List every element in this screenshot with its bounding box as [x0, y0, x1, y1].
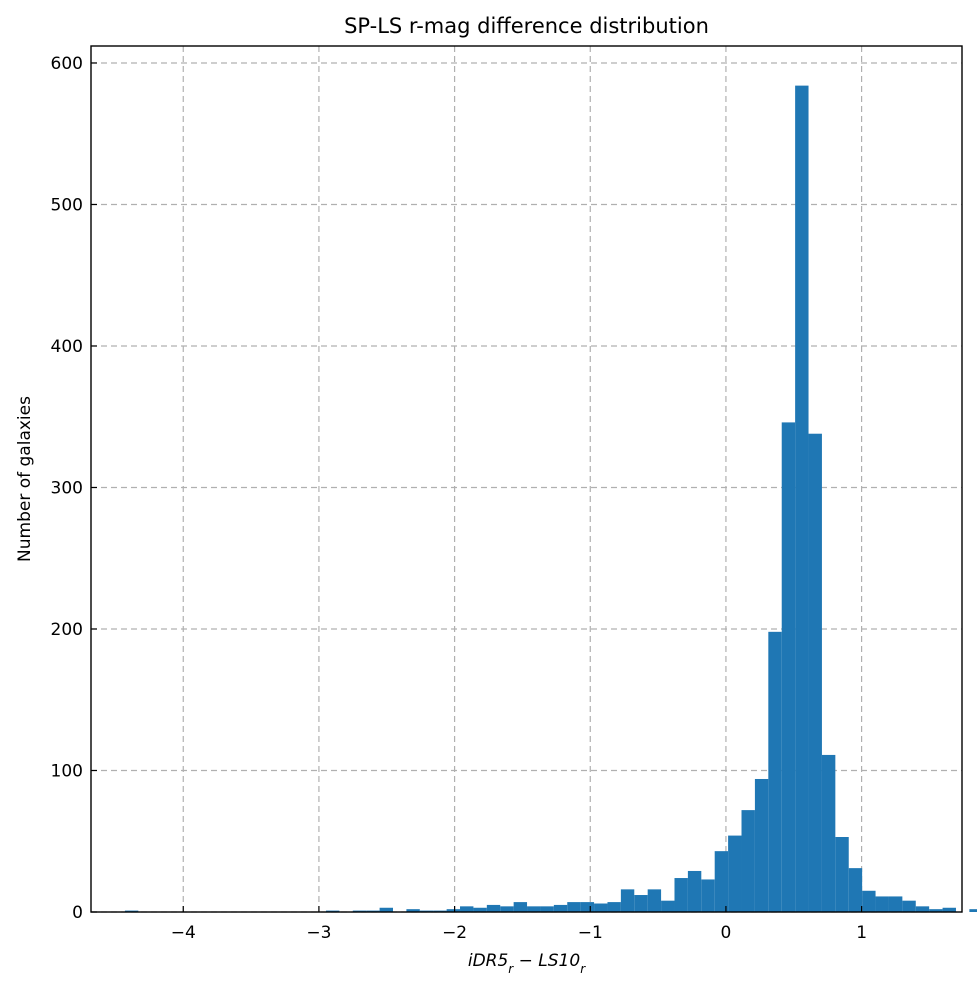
y-tick-label: 400 [51, 337, 83, 357]
histogram-bar [460, 906, 474, 912]
histogram-bar [580, 902, 595, 912]
histogram-bar [902, 900, 916, 912]
histogram-bar [701, 879, 715, 912]
histogram-bar [486, 904, 501, 912]
histogram-bar [124, 910, 139, 912]
histogram-bar [594, 903, 608, 912]
histogram-bar [366, 910, 380, 912]
y-tick-label: 200 [51, 620, 83, 640]
histogram-bar [473, 907, 487, 912]
histogram-bar [888, 896, 903, 912]
histogram-bar [862, 890, 876, 912]
histogram-bar [325, 910, 340, 912]
histogram-bar [687, 870, 702, 912]
histogram-bar [379, 907, 394, 912]
x-axis: −4 −3 −2 −1 0 1 [171, 906, 867, 943]
bars [124, 85, 977, 913]
histogram-bar [433, 910, 447, 912]
histogram-bar [821, 754, 836, 912]
histogram-bar [942, 907, 956, 912]
histogram-bar [728, 835, 742, 912]
chart-title: SP-LS r-mag difference distribution [344, 14, 709, 38]
x-tick-label: −2 [442, 923, 467, 943]
histogram-bar [795, 85, 809, 913]
histogram-bar [741, 810, 755, 912]
y-tick-label: 600 [51, 54, 83, 74]
x-tick-label: 0 [721, 923, 732, 943]
histogram-bar [848, 868, 863, 912]
histogram-bar [969, 909, 977, 912]
y-axis-label: Number of galaxies [15, 396, 35, 562]
histogram-bar [915, 906, 930, 912]
histogram-bar [540, 906, 554, 912]
histogram-bar [446, 909, 461, 912]
histogram-bar [634, 895, 648, 912]
histogram-bar [553, 904, 568, 912]
x-tick-label: −1 [578, 923, 603, 943]
histogram-bar [929, 909, 943, 912]
histogram-bar [419, 910, 434, 912]
y-tick-label: 300 [51, 478, 83, 498]
histogram-bar [875, 896, 889, 912]
histogram-bar [620, 889, 635, 912]
plot-frame [90, 45, 963, 913]
histogram-bar [661, 900, 675, 912]
histogram-bar [714, 851, 729, 912]
y-axis: 0 100 200 300 400 500 600 [51, 54, 97, 923]
histogram-bar [406, 909, 420, 912]
y-tick-label: 100 [51, 761, 83, 781]
x-tick-label: −3 [306, 923, 331, 943]
histogram-bar [781, 422, 796, 912]
histogram-bar [513, 902, 528, 912]
histogram-bar [768, 631, 782, 912]
histogram-bar [808, 433, 822, 912]
histogram-bar [527, 906, 541, 912]
histogram-bar [352, 910, 367, 912]
histogram-bar [567, 902, 581, 912]
x-tick-label: −4 [171, 923, 196, 943]
x-tick-label: 1 [856, 923, 867, 943]
histogram-bar [647, 889, 662, 912]
histogram-bar [607, 902, 621, 912]
histogram-bar [835, 837, 849, 912]
x-axis-label: iDR5r − LS10r [468, 951, 586, 976]
histogram-bar [754, 778, 769, 912]
histogram-bar [500, 906, 514, 912]
y-tick-label: 0 [72, 903, 83, 923]
y-tick-label: 500 [51, 195, 83, 215]
histogram-bar [674, 878, 688, 912]
